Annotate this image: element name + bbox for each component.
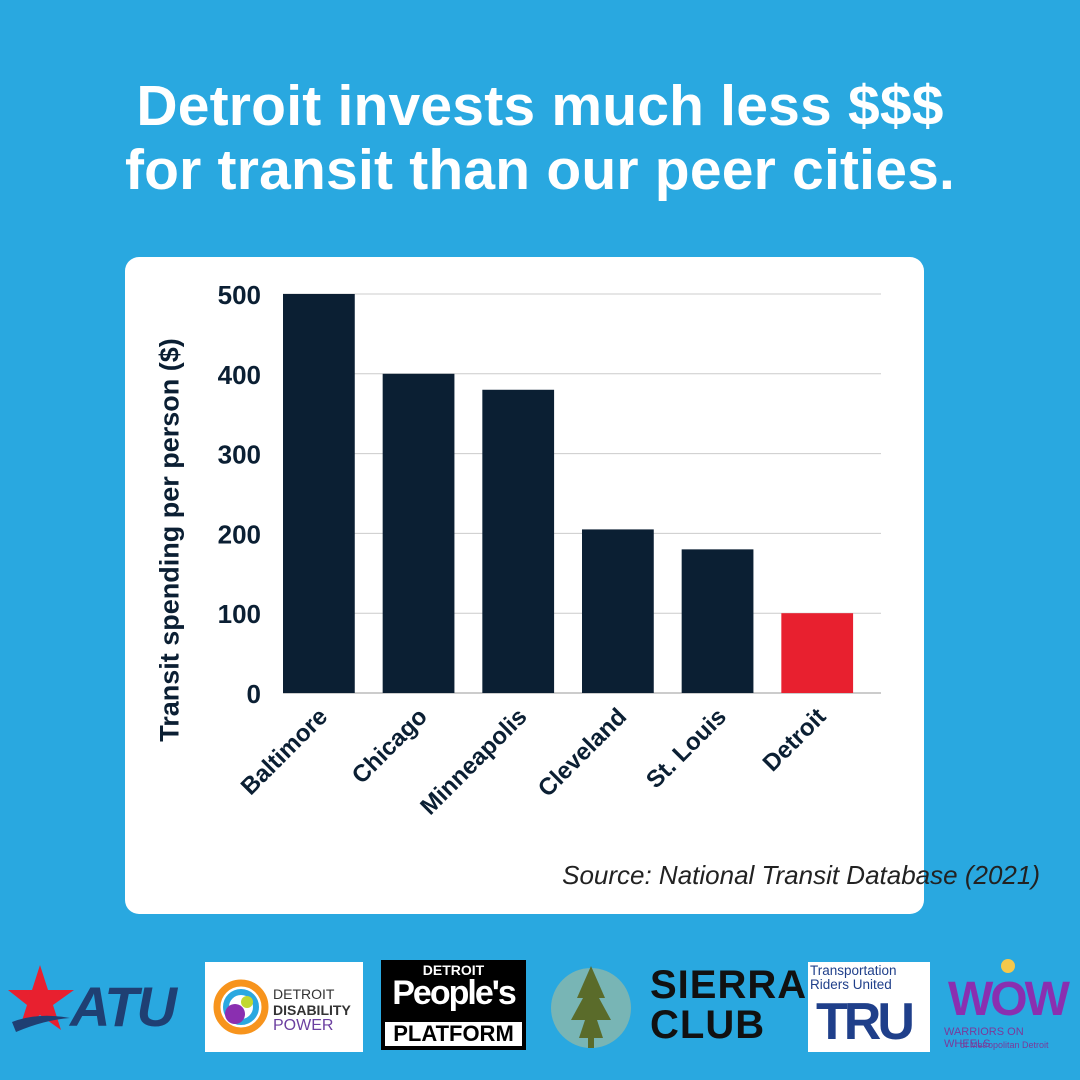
y-tick-label: 400 [218, 360, 261, 390]
bar-baltimore [283, 294, 355, 693]
x-tick-label: Minneapolis [415, 703, 532, 820]
x-tick-label: Detroit [758, 703, 832, 777]
partner-logos: ATU DETROIT DISABILITY POWER DETROIT Peo… [0, 955, 1080, 1055]
sierra-line-1: SIERRA [650, 963, 808, 1007]
swirl-icon [213, 979, 269, 1035]
sierra-club-logo: SIERRA CLUB [545, 958, 806, 1053]
x-tick-label: Baltimore [236, 703, 333, 800]
ddp-line-1: DETROIT [273, 986, 335, 1002]
transportation-riders-united-logo: Transportation Riders United TRU [808, 962, 930, 1052]
source-note: Source: National Transit Database (2021) [562, 860, 1040, 890]
y-tick-label: 500 [218, 280, 261, 310]
dpp-line-2: People's [392, 974, 516, 1012]
dpp-line-3: PLATFORM [385, 1022, 522, 1046]
bar-cleveland [582, 529, 654, 693]
detroit-peoples-platform-logo: DETROIT People's PLATFORM [381, 960, 526, 1050]
x-tick-label: Cleveland [533, 703, 632, 802]
tru-name: Transportation Riders United [810, 964, 897, 992]
wow-line-3: of Metropolitan Detroit [960, 1040, 1049, 1050]
y-tick-label: 300 [218, 440, 261, 470]
y-tick-label: 200 [218, 519, 261, 549]
bar-chicago [382, 373, 455, 693]
bar-detroit [781, 613, 854, 693]
headline: Detroit invests much less $$$ for transi… [0, 74, 1080, 202]
tru-line-2: Riders United [810, 977, 892, 992]
bar-minneapolis [482, 389, 555, 693]
warriors-on-wheels-logo: WOW WARRIORS ON WHEELS of Metropolitan D… [940, 958, 1072, 1053]
bar-st-louis [681, 549, 754, 693]
wow-letters: WOW [948, 973, 1070, 1026]
detroit-disability-power-logo: DETROIT DISABILITY POWER [205, 962, 363, 1052]
y-tick-label: 100 [218, 599, 261, 629]
sequoia-tree-icon [551, 966, 631, 1048]
sierra-line-2: CLUB [650, 1003, 766, 1047]
x-tick-label: St. Louis [641, 703, 732, 794]
y-axis-label: Transit spending per person ($) [154, 338, 185, 742]
wheelchair-icon [1001, 959, 1015, 973]
y-tick-label: 0 [247, 679, 261, 709]
headline-line-2: for transit than our peer cities. [124, 138, 956, 202]
atu-logo: ATU [8, 960, 186, 1040]
maple-star-icon [8, 965, 74, 1032]
tru-letters: TRU [816, 993, 915, 1051]
x-tick-label: Chicago [347, 703, 433, 789]
wow-line-2: WARRIORS ON WHEELS [944, 1026, 1024, 1050]
dpp-line-1: DETROIT [422, 962, 485, 978]
tru-line-1: Transportation [810, 963, 897, 978]
atu-logo-text: ATU [70, 975, 177, 1038]
ddp-line-3: POWER [273, 1017, 334, 1034]
ddp-line-2: DISABILITY [273, 1002, 351, 1018]
headline-line-1: Detroit invests much less $$$ [136, 74, 944, 138]
